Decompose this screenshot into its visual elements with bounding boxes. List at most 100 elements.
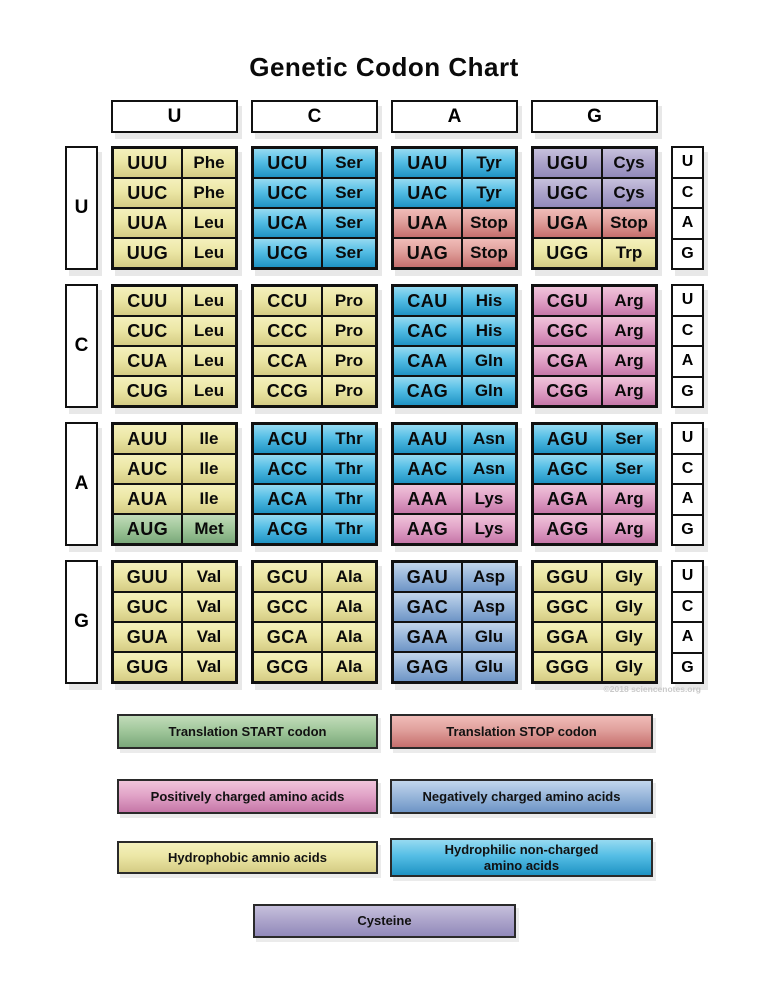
codon-cell-GUG: GUG [113,652,182,682]
codon-cell-UGC: UGC [533,178,602,208]
codon-cell-AUC: AUC [113,454,182,484]
third-base-label-C-G: G [671,375,704,408]
amino-acid-cell-CCG: Pro [322,376,376,406]
codon-cell-AGA: AGA [533,484,602,514]
codon-cell-AUA: AUA [113,484,182,514]
codon-cell-CCA: CCA [253,346,322,376]
codon-block-AU: AUU Ile AUC Ile AUA Ile AUG Met [111,422,238,546]
codon-cell-ACC: ACC [253,454,322,484]
amino-acid-cell-GUU: Val [182,562,236,592]
second-base-header-C: C [251,100,378,133]
band-C: C CUU Leu CUC Leu CUA Leu CUG Leu CCU Pro CCC Pro CCA… [65,284,704,408]
codon-block-AC: ACU Thr ACC Thr ACA Thr ACG Thr [251,422,378,546]
legend-negative: Negatively charged amino acids [390,779,653,814]
second-base-header-G: G [531,100,658,133]
codon-cell-GCA: GCA [253,622,322,652]
amino-acid-cell-CGA: Arg [602,346,656,376]
amino-acid-cell-AUU: Ile [182,424,236,454]
amino-acid-cell-AGC: Ser [602,454,656,484]
codon-cell-GAG: GAG [393,652,462,682]
amino-acid-cell-GUC: Val [182,592,236,622]
codon-cell-GUC: GUC [113,592,182,622]
amino-acid-cell-CAU: His [462,286,516,316]
legend-hydrophobic: Hydrophobic amnio acids [117,841,378,874]
codon-cell-AAG: AAG [393,514,462,544]
amino-acid-cell-UGC: Cys [602,178,656,208]
codon-cell-CGU: CGU [533,286,602,316]
codon-cell-ACA: ACA [253,484,322,514]
codon-cell-AUU: AUU [113,424,182,454]
amino-acid-cell-AUG: Met [182,514,236,544]
amino-acid-cell-CGC: Arg [602,316,656,346]
amino-acid-cell-AAA: Lys [462,484,516,514]
codon-block-GC: GCU Ala GCC Ala GCA Ala GCG Ala [251,560,378,684]
codon-cell-UGU: UGU [533,148,602,178]
legend-cysteine: Cysteine [253,904,516,938]
codon-block-CU: CUU Leu CUC Leu CUA Leu CUG Leu [111,284,238,408]
page-title: Genetic Codon Chart [249,52,519,82]
third-base-label-C-U: U [671,284,704,317]
amino-acid-cell-UAC: Tyr [462,178,516,208]
codon-cell-UUA: UUA [113,208,182,238]
codon-bands: U UUU Phe UUC Phe UUA Leu UUG Leu UCU Ser UCC Ser UCA… [65,146,704,684]
third-base-label-G-G: G [671,651,704,684]
codon-cell-CGA: CGA [533,346,602,376]
amino-acid-cell-ACC: Thr [322,454,376,484]
codon-cell-ACG: ACG [253,514,322,544]
codon-cell-CCG: CCG [253,376,322,406]
amino-acid-cell-GUG: Val [182,652,236,682]
second-base-header-U: U [111,100,238,133]
codon-block-GG: GGU Gly GGC Gly GGA Gly GGG Gly [531,560,658,684]
codon-cell-AAA: AAA [393,484,462,514]
amino-acid-cell-GGG: Gly [602,652,656,682]
amino-acid-cell-GCG: Ala [322,652,376,682]
codon-cell-UAU: UAU [393,148,462,178]
amino-acid-cell-AAC: Asn [462,454,516,484]
legend-stop: Translation STOP codon [390,714,653,749]
amino-acid-cell-UAU: Tyr [462,148,516,178]
amino-acid-cell-UUU: Phe [182,148,236,178]
legend-positive: Positively charged amino acids [117,779,378,814]
amino-acid-cell-UCA: Ser [322,208,376,238]
amino-acid-cell-UCG: Ser [322,238,376,268]
amino-acid-cell-ACA: Thr [322,484,376,514]
watermark-text: ©2018 sciencenotes.org [603,684,701,694]
codon-cell-CUC: CUC [113,316,182,346]
third-base-label-C-A: A [671,345,704,378]
amino-acid-cell-AGA: Arg [602,484,656,514]
third-base-label-U-A: A [671,207,704,240]
amino-acid-cell-GCA: Ala [322,622,376,652]
amino-acid-cell-UGU: Cys [602,148,656,178]
codon-cell-AUG: AUG [113,514,182,544]
codon-cell-CAG: CAG [393,376,462,406]
amino-acid-cell-UGG: Trp [602,238,656,268]
amino-acid-cell-UGA: Stop [602,208,656,238]
amino-acid-cell-AUA: Ile [182,484,236,514]
amino-acid-cell-GCC: Ala [322,592,376,622]
amino-acid-cell-CGG: Arg [602,376,656,406]
band-U: U UUU Phe UUC Phe UUA Leu UUG Leu UCU Ser UCC Ser UCA… [65,146,704,270]
codon-cell-CCC: CCC [253,316,322,346]
amino-acid-cell-UUA: Leu [182,208,236,238]
codon-cell-CUA: CUA [113,346,182,376]
third-base-label-G-C: C [671,590,704,623]
amino-acid-cell-UAA: Stop [462,208,516,238]
first-base-label-U: U [65,146,98,270]
codon-cell-UUC: UUC [113,178,182,208]
legend-start: Translation START codon [117,714,378,749]
codon-cell-GAA: GAA [393,622,462,652]
third-base-label-A-U: U [671,422,704,455]
codon-cell-GGC: GGC [533,592,602,622]
amino-acid-cell-GAA: Glu [462,622,516,652]
codon-cell-CAU: CAU [393,286,462,316]
codon-cell-GGG: GGG [533,652,602,682]
first-base-label-A: A [65,422,98,546]
codon-cell-CGG: CGG [533,376,602,406]
amino-acid-cell-UCU: Ser [322,148,376,178]
codon-cell-GUA: GUA [113,622,182,652]
